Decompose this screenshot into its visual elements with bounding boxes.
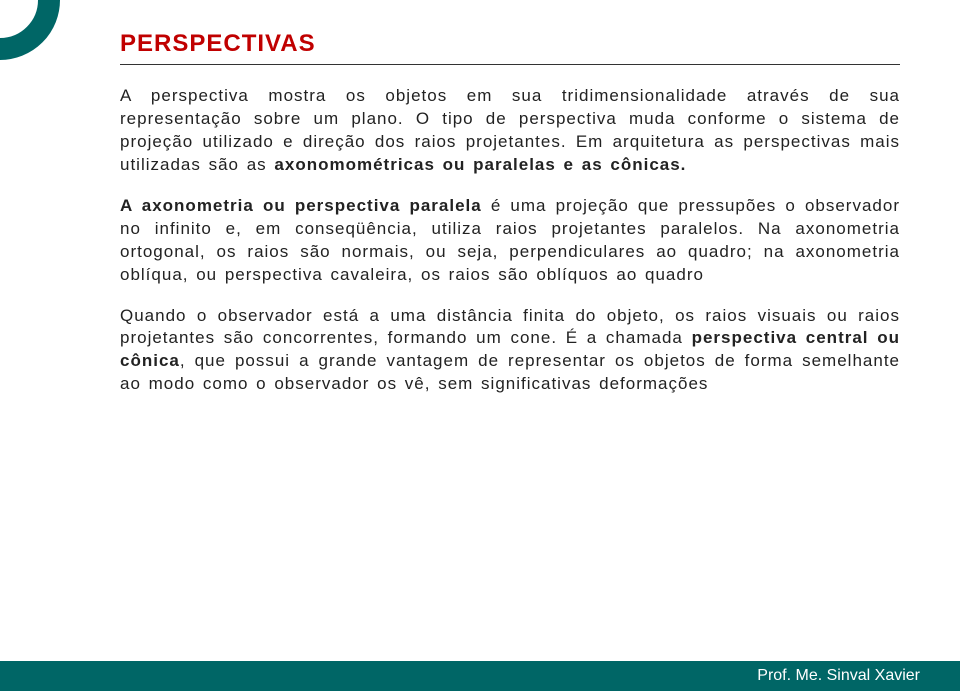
slide: PERSPECTIVAS A perspectiva mostra os obj… <box>0 0 960 691</box>
content-area: PERSPECTIVAS A perspectiva mostra os obj… <box>120 30 900 414</box>
paragraph-2: A axonometria ou perspectiva paralela é … <box>120 195 900 287</box>
p1-bold: axonomométricas ou paralelas e as cônica… <box>274 155 686 174</box>
paragraph-1: A perspectiva mostra os objetos em sua t… <box>120 85 900 177</box>
paragraph-3: Quando o observador está a uma distância… <box>120 305 900 397</box>
slide-title: PERSPECTIVAS <box>120 30 900 58</box>
title-underline <box>120 64 900 65</box>
body-text: A perspectiva mostra os objetos em sua t… <box>120 85 900 396</box>
footer-bar: Prof. Me. Sinval Xavier <box>0 661 960 691</box>
p2-bold: A axonometria ou perspectiva paralela <box>120 196 482 215</box>
p3-text-c: , que possui a grande vantagem de repres… <box>120 351 900 393</box>
footer-author: Prof. Me. Sinval Xavier <box>757 667 920 685</box>
corner-arc-decoration <box>0 0 60 60</box>
